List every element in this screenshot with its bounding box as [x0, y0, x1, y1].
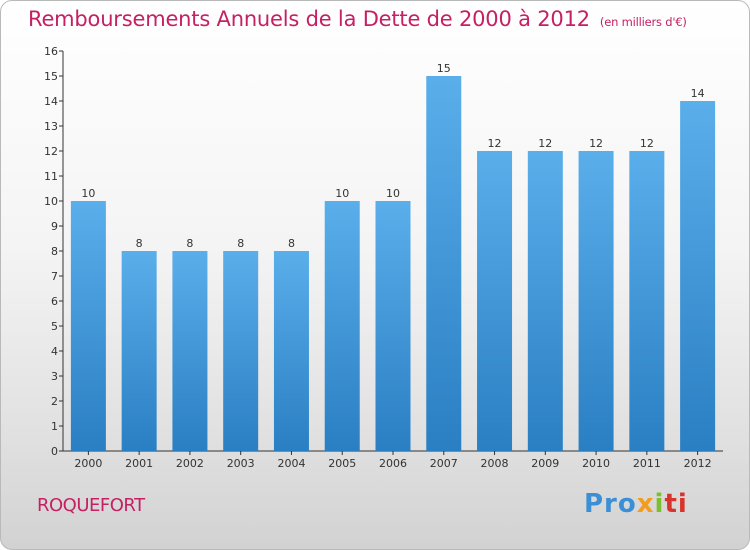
data-label-2008: 12: [488, 137, 502, 150]
y-tick-label: 7: [51, 270, 58, 283]
y-tick-label: 0: [51, 445, 58, 458]
data-label-2005: 10: [335, 187, 349, 200]
logo-part-4: ti: [664, 489, 688, 519]
x-tick-label-2003: 2003: [227, 457, 255, 470]
chart-title: Remboursements Annuels de la Dette de 20…: [28, 7, 687, 31]
logo-part-3: i: [654, 489, 665, 519]
y-tick-label: 14: [44, 95, 58, 108]
y-tick-label: 15: [44, 70, 58, 83]
bar-2007: [426, 76, 462, 451]
bar-2009: [527, 151, 563, 451]
bar-2000: [70, 201, 106, 451]
y-tick-label: 8: [51, 245, 58, 258]
x-tick-label-2005: 2005: [328, 457, 356, 470]
x-tick-label-2007: 2007: [430, 457, 458, 470]
logo-part-1: Pro: [584, 489, 637, 519]
y-tick-label: 2: [51, 395, 58, 408]
logo-part-2: x: [636, 489, 655, 519]
x-tick-label-2004: 2004: [277, 457, 305, 470]
bar-2002: [172, 251, 208, 451]
data-label-2007: 15: [437, 62, 451, 75]
bar-2011: [629, 151, 665, 451]
data-label-2006: 10: [386, 187, 400, 200]
bar-2006: [375, 201, 411, 451]
proxiti-logo: Proxiti: [584, 489, 688, 519]
town-name: ROQUEFORT: [37, 495, 145, 516]
y-tick-label: 4: [51, 345, 58, 358]
bar-2008: [477, 151, 513, 451]
x-tick-label-2012: 2012: [684, 457, 712, 470]
data-label-2003: 8: [237, 237, 244, 250]
data-label-2001: 8: [136, 237, 143, 250]
x-tick-label-2010: 2010: [582, 457, 610, 470]
data-label-2009: 12: [538, 137, 552, 150]
y-tick-label: 3: [51, 370, 58, 383]
chart-title-text: Remboursements Annuels de la Dette de 20…: [28, 7, 590, 31]
bar-2001: [121, 251, 157, 451]
bar-2003: [223, 251, 259, 451]
chart-subtitle: (en milliers d'€): [599, 15, 687, 29]
x-tick-label-2006: 2006: [379, 457, 407, 470]
y-tick-label: 13: [44, 120, 58, 133]
y-tick-label: 16: [44, 45, 58, 58]
data-label-2002: 8: [186, 237, 193, 250]
y-tick-label: 10: [44, 195, 58, 208]
data-label-2000: 10: [81, 187, 95, 200]
y-tick-label: 11: [44, 170, 58, 183]
y-tick-label: 6: [51, 295, 58, 308]
bar-2010: [578, 151, 614, 451]
data-label-2012: 14: [691, 87, 705, 100]
x-tick-label-2001: 2001: [125, 457, 153, 470]
y-tick-label: 1: [51, 420, 58, 433]
x-tick-label-2002: 2002: [176, 457, 204, 470]
bar-2012: [680, 101, 716, 451]
data-label-2011: 12: [640, 137, 654, 150]
x-tick-label-2000: 2000: [74, 457, 102, 470]
y-tick-label: 9: [51, 220, 58, 233]
x-tick-label-2011: 2011: [633, 457, 661, 470]
bar-2004: [273, 251, 309, 451]
x-tick-label-2008: 2008: [481, 457, 509, 470]
data-label-2010: 12: [589, 137, 603, 150]
y-tick-label: 12: [44, 145, 58, 158]
bar-2005: [324, 201, 360, 451]
y-tick-label: 5: [51, 320, 58, 333]
x-tick-label-2009: 2009: [531, 457, 559, 470]
data-label-2004: 8: [288, 237, 295, 250]
